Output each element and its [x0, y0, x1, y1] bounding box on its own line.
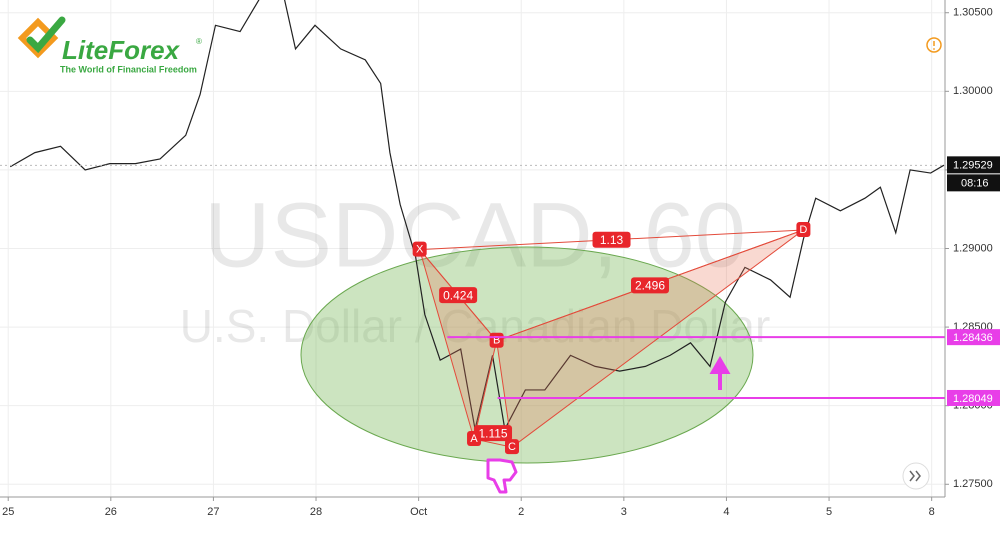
logo-mark [17, 17, 59, 59]
pattern-point-label: A [470, 433, 478, 445]
pattern-point-label: B [493, 335, 500, 347]
pattern-point-label: D [799, 224, 807, 236]
x-tick-label: 28 [310, 506, 322, 518]
x-tick-label: Oct [410, 506, 427, 518]
ratio-label: 0.424 [443, 288, 473, 302]
x-tick-label: 4 [723, 506, 729, 518]
scroll-chevrons [909, 470, 921, 482]
scroll-button[interactable] [902, 462, 930, 490]
level-label: 1.28436 [953, 332, 993, 344]
price-tag-label: 1.29529 [953, 159, 993, 171]
x-tick-label: 26 [105, 506, 117, 518]
time-tag [947, 174, 1000, 192]
ratio-box [592, 231, 631, 248]
pattern-point [505, 439, 520, 455]
logo-check [26, 16, 66, 54]
x-tick-label: 25 [2, 506, 14, 518]
info-circle[interactable] [926, 37, 942, 53]
ratio-box [631, 277, 670, 294]
y-tick-label: 1.29000 [953, 242, 993, 254]
level-label: 1.28049 [953, 393, 993, 405]
arrow-shape [709, 356, 731, 390]
watermark-title: USDCAD, 60 [204, 184, 746, 286]
ratio-label: 1.13 [600, 233, 624, 247]
x-tick-label: 3 [621, 506, 627, 518]
info-icon[interactable] [926, 37, 942, 53]
level-tag [947, 389, 1000, 406]
logo: LiteForex ® The World of Financial Freed… [17, 16, 202, 74]
info-dot [933, 48, 935, 50]
up-arrow [709, 356, 731, 390]
x-tick-label: 8 [929, 506, 935, 518]
watermark-subtitle: U.S. Dollar / Canadian Dollar [180, 300, 771, 352]
x-tick-label: 5 [826, 506, 832, 518]
pattern-point [467, 431, 482, 447]
logo-registered: ® [196, 37, 202, 46]
price-tag [947, 156, 1000, 174]
logo-tagline: The World of Financial Freedom [60, 64, 197, 74]
thumbs-shape [486, 458, 518, 494]
thumbs-down-icon [486, 458, 518, 494]
pattern-point-label: C [508, 441, 516, 453]
ratio-box [474, 425, 513, 442]
y-tick-label: 1.30000 [953, 85, 993, 97]
pattern-point-label: X [416, 244, 424, 256]
x-tick-label: 2 [518, 506, 524, 518]
ratio-label: 2.496 [635, 279, 665, 293]
highlight-ellipse [300, 246, 754, 464]
scroll-circle[interactable] [902, 462, 930, 490]
pattern-point [796, 221, 811, 237]
pattern-point [412, 241, 427, 257]
x-tick-label: 27 [207, 506, 219, 518]
logo-name: LiteForex [62, 35, 181, 65]
ratio-label: 1.115 [478, 426, 507, 440]
ratio-box [439, 287, 478, 304]
level-tag [947, 329, 1000, 346]
time-tag-label: 08:16 [961, 177, 989, 189]
plot: 1.13 0.424 2.496 1.115 X A B C D [0, 0, 945, 455]
y-tick-label: 1.30500 [953, 7, 993, 19]
y-tick-label: 1.27500 [953, 478, 993, 490]
grid [0, 0, 945, 497]
